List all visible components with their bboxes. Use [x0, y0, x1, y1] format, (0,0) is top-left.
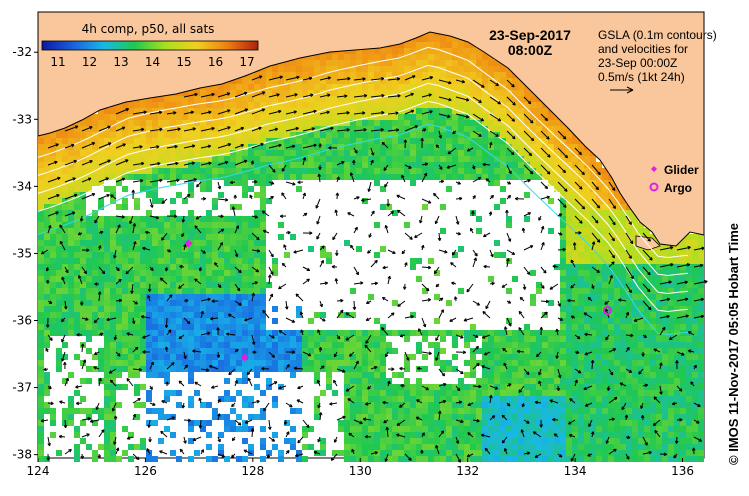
glider-marker-icon — [651, 166, 657, 172]
x-tick-label: 126 — [134, 464, 157, 478]
colorbar-tick-label: 13 — [113, 55, 128, 69]
argo-marker-icon — [649, 182, 659, 192]
y-tick-label: -38 — [12, 448, 32, 462]
y-tick-label: -32 — [12, 45, 32, 59]
glider-marker — [184, 239, 193, 248]
info-line-4: 0.5m/s (1kt 24h) — [598, 70, 685, 84]
sst-field — [38, 30, 704, 462]
y-tick-label: -33 — [12, 112, 32, 126]
credit-label: © IMOS 11-Nov-2017 05:05 Hobart Time — [726, 223, 741, 465]
colorbar-strip — [41, 40, 259, 51]
velocity-arrows — [40, 75, 708, 463]
colorbar: 4h comp, p50, all sats 11 12 13 14 15 16 17 — [41, 22, 259, 69]
platform-markers — [184, 239, 612, 362]
x-tick-label: 130 — [349, 464, 372, 478]
scale-arrow-icon — [610, 86, 634, 94]
date-label: 23-Sep-2017 — [489, 27, 571, 43]
colorbar-tick-label: 14 — [145, 55, 160, 69]
info-line-3: 23-Sep 00:00Z — [598, 56, 677, 70]
legend-glider-label: Glider — [664, 163, 699, 177]
x-tick-label: 132 — [456, 464, 479, 478]
colorbar-tick-label: 11 — [50, 55, 65, 69]
info-line-2: and velocities for — [598, 42, 688, 56]
time-label: 08:00Z — [508, 42, 553, 58]
coastal-island — [635, 235, 661, 251]
y-tick-label: -34 — [12, 179, 32, 193]
info-line-1: GSLA (0.1m contours) — [598, 28, 717, 42]
x-tick-label: 124 — [27, 464, 50, 478]
colorbar-title: 4h comp, p50, all sats — [82, 22, 215, 36]
glider-marker — [240, 353, 249, 362]
colorbar-tick-label: 16 — [208, 55, 223, 69]
x-tick-label: 134 — [564, 464, 587, 478]
argo-marker — [602, 305, 612, 315]
y-tick-label: -36 — [12, 314, 32, 328]
colorbar-tick-label: 12 — [82, 55, 97, 69]
colorbar-tick-label: 15 — [176, 55, 191, 69]
gsla-contours — [37, 46, 689, 336]
legend-argo-label: Argo — [664, 181, 692, 195]
australia-land — [37, 11, 705, 247]
x-tick-label: 128 — [241, 464, 264, 478]
colorbar-tick-label: 17 — [239, 55, 254, 69]
y-tick-label: -35 — [12, 246, 32, 260]
x-tick-label: 136 — [671, 464, 694, 478]
axis-ticks: 124 126 128 130 132 134 136 -32 -33 -34 -35 -36 -37 -… — [12, 45, 694, 478]
y-tick-label: -37 — [12, 381, 32, 395]
legend: Glider Argo — [649, 163, 699, 195]
